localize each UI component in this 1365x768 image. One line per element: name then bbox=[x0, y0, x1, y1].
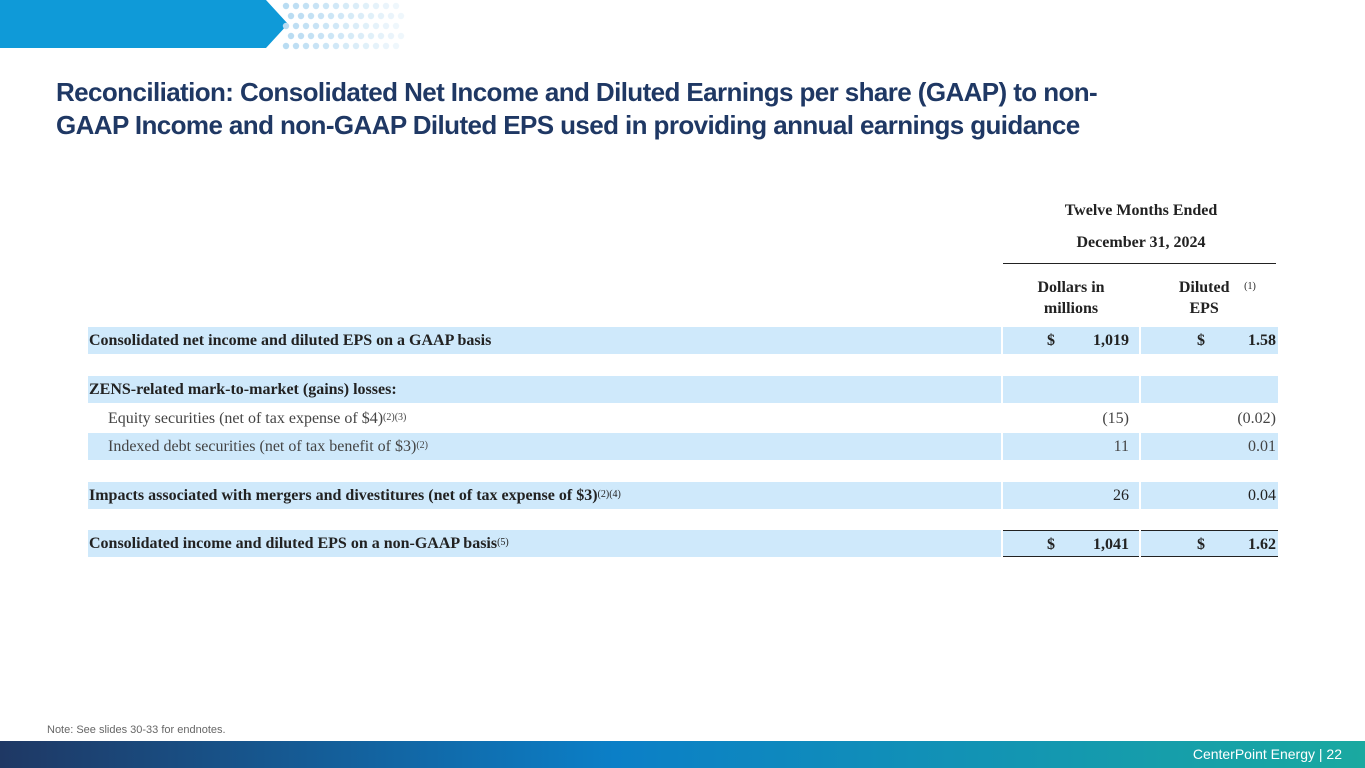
decorative-dot bbox=[342, 22, 350, 30]
decorative-dot bbox=[372, 2, 380, 10]
decorative-dot bbox=[337, 12, 345, 20]
decorative-dot bbox=[282, 22, 290, 30]
row-eps: 0.04 bbox=[1141, 482, 1278, 509]
row-dollars: $1,019 bbox=[1003, 327, 1139, 354]
column-header-dollars-label: Dollars in millions bbox=[1037, 279, 1105, 317]
row-eps: $1.58 bbox=[1141, 327, 1278, 354]
decorative-dot bbox=[317, 32, 325, 40]
decorative-dot-pattern bbox=[282, 2, 405, 50]
decorative-dot bbox=[392, 22, 400, 30]
decorative-dot bbox=[372, 42, 380, 50]
footer-company-page: CenterPoint Energy | 22 bbox=[1192, 746, 1342, 762]
header-rule bbox=[1003, 263, 1276, 264]
decorative-dot bbox=[362, 22, 370, 30]
decorative-dot bbox=[307, 12, 315, 20]
footer-bar bbox=[0, 741, 1365, 768]
decorative-dot bbox=[327, 12, 335, 20]
table-row-non-gaap: Consolidated income and diluted EPS on a… bbox=[88, 530, 1278, 557]
decorative-dot bbox=[297, 32, 305, 40]
decorative-dot bbox=[397, 32, 405, 40]
row-eps: 0.01 bbox=[1141, 433, 1278, 460]
row-dollars: 11 bbox=[1003, 433, 1139, 460]
decorative-dot bbox=[312, 2, 320, 10]
table-row-equity-securities: Equity securities (net of tax expense of… bbox=[88, 405, 1278, 432]
decorative-dot bbox=[387, 32, 395, 40]
decorative-dot bbox=[287, 32, 295, 40]
period-header-line1: Twelve Months Ended bbox=[1064, 202, 1218, 219]
decorative-dot bbox=[292, 22, 300, 30]
column-header-eps-note: (1) bbox=[1244, 281, 1256, 292]
table-row-zens-header: ZENS-related mark-to-market (gains) loss… bbox=[88, 376, 1278, 403]
decorative-dot bbox=[292, 2, 300, 10]
decorative-dot bbox=[342, 42, 350, 50]
decorative-dot bbox=[382, 22, 390, 30]
decorative-dot bbox=[352, 22, 360, 30]
row-label: Consolidated net income and diluted EPS … bbox=[88, 327, 1001, 354]
row-dollars: 26 bbox=[1003, 482, 1139, 509]
decorative-dot bbox=[322, 22, 330, 30]
column-header-eps-label: Diluted EPS bbox=[1178, 279, 1230, 317]
row-eps bbox=[1141, 376, 1278, 403]
decorative-dot bbox=[287, 12, 295, 20]
row-dollars: (15) bbox=[1102, 410, 1129, 427]
decorative-dot bbox=[367, 32, 375, 40]
decorative-dot bbox=[332, 42, 340, 50]
decorative-dot bbox=[297, 12, 305, 20]
decorative-dot bbox=[357, 32, 365, 40]
decorative-dot bbox=[282, 42, 290, 50]
decorative-dot bbox=[322, 42, 330, 50]
decorative-dot bbox=[312, 22, 320, 30]
decorative-dot bbox=[362, 2, 370, 10]
row-label: Consolidated income and diluted EPS on a… bbox=[88, 530, 1001, 557]
decorative-dot bbox=[332, 2, 340, 10]
row-label: ZENS-related mark-to-market (gains) loss… bbox=[88, 376, 1001, 403]
row-eps: (0.02) bbox=[1237, 410, 1276, 427]
decorative-dot bbox=[292, 42, 300, 50]
top-banner-arrow bbox=[0, 0, 288, 48]
decorative-dot bbox=[302, 42, 310, 50]
row-dollars bbox=[1003, 376, 1139, 403]
decorative-dot bbox=[312, 42, 320, 50]
row-eps: $1.62 bbox=[1141, 530, 1278, 557]
decorative-dot bbox=[282, 2, 290, 10]
row-label: Indexed debt securities (net of tax bene… bbox=[88, 433, 1001, 460]
decorative-dot bbox=[367, 12, 375, 20]
decorative-dot bbox=[352, 2, 360, 10]
decorative-dot bbox=[357, 12, 365, 20]
row-label: Impacts associated with mergers and dive… bbox=[88, 482, 1001, 509]
decorative-dot bbox=[382, 2, 390, 10]
decorative-dot bbox=[302, 2, 310, 10]
decorative-dot bbox=[372, 22, 380, 30]
decorative-dot bbox=[362, 42, 370, 50]
decorative-dot bbox=[302, 22, 310, 30]
decorative-dot bbox=[352, 42, 360, 50]
decorative-dot bbox=[382, 42, 390, 50]
row-label: Equity securities (net of tax expense of… bbox=[108, 410, 407, 427]
decorative-dot bbox=[377, 32, 385, 40]
decorative-dot bbox=[322, 2, 330, 10]
table-row-mergers: Impacts associated with mergers and dive… bbox=[88, 482, 1278, 509]
period-header-line2: December 31, 2024 bbox=[1076, 234, 1206, 251]
table-row-indexed-debt: Indexed debt securities (net of tax bene… bbox=[88, 433, 1278, 460]
decorative-dot bbox=[392, 2, 400, 10]
decorative-dot bbox=[327, 32, 335, 40]
column-header-dollars: Dollars in millions bbox=[1003, 277, 1139, 319]
decorative-dot bbox=[397, 12, 405, 20]
decorative-dot bbox=[392, 42, 400, 50]
decorative-dot bbox=[332, 22, 340, 30]
table-row-gaap: Consolidated net income and diluted EPS … bbox=[88, 327, 1278, 354]
row-dollars: $1,041 bbox=[1003, 530, 1139, 557]
decorative-dot bbox=[307, 32, 315, 40]
column-header-eps: Diluted EPS (1) bbox=[1141, 277, 1279, 319]
slide-title: Reconciliation: Consolidated Net Income … bbox=[56, 77, 1098, 140]
endnote-reference: Note: See slides 30-33 for endnotes. bbox=[47, 724, 226, 736]
decorative-dot bbox=[317, 12, 325, 20]
decorative-dot bbox=[342, 2, 350, 10]
decorative-dot bbox=[337, 32, 345, 40]
decorative-dot bbox=[377, 12, 385, 20]
decorative-dot bbox=[347, 12, 355, 20]
decorative-dot bbox=[347, 32, 355, 40]
decorative-dot bbox=[387, 12, 395, 20]
